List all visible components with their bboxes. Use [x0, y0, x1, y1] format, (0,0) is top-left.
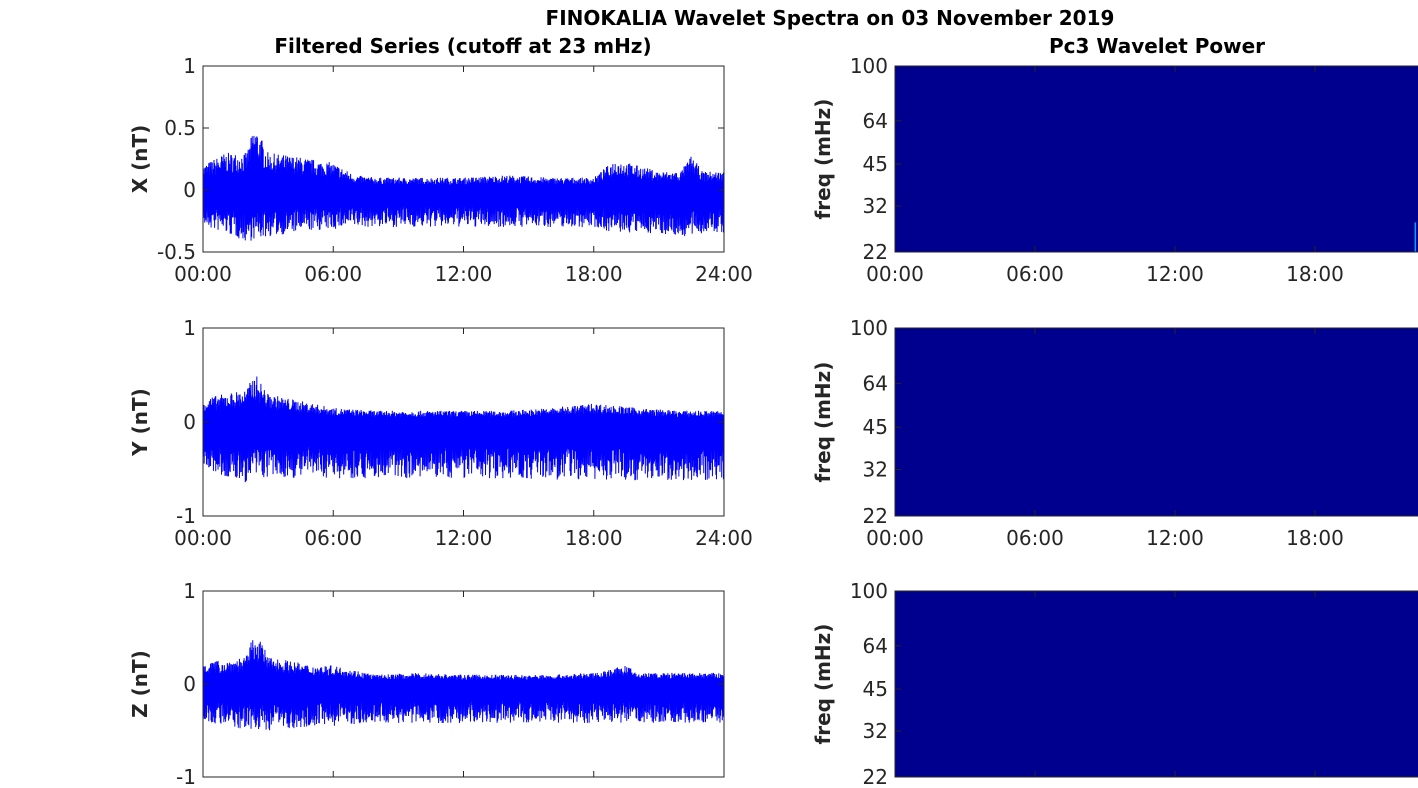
left-column-title: Filtered Series (cutoff at 23 mHz)	[274, 34, 651, 58]
y-tick-label: 45	[863, 415, 888, 439]
y-tick-label: 32	[863, 719, 888, 743]
y-tick-label: 1	[183, 579, 196, 603]
x-tick-label: 24:00	[695, 526, 753, 550]
y-axis-label: X (nT)	[128, 125, 152, 194]
y-tick-label: 22	[863, 504, 888, 528]
panel-1: 00:00 06:00 12:00 18:00 24:00 -0.5 0 0.5 1 X (nT)	[128, 54, 753, 286]
y-axis-label: freq (mHz)	[811, 99, 835, 220]
right-column-title: Pc3 Wavelet Power	[1049, 34, 1265, 58]
y-axis-label: freq (mHz)	[811, 624, 835, 745]
y-tick-label: 64	[863, 109, 888, 133]
x-tick-label: 00:00	[174, 526, 232, 550]
x-tick-label: 06:00	[304, 526, 362, 550]
y-tick-label: 32	[863, 457, 888, 481]
y-tick-label: 0	[183, 410, 196, 434]
y-axis-label: Z (nT)	[128, 650, 152, 718]
panel-2: 00:00 06:00 12:00 18:00 24:00 -1 0 1 Y (nT)	[128, 316, 753, 550]
y-tick-label: 100	[850, 579, 888, 603]
y-axis-label: freq (mHz)	[811, 362, 835, 483]
y-tick-label: -1	[176, 765, 196, 788]
series-line-2	[203, 376, 724, 483]
x-tick-label: 12:00	[435, 262, 493, 286]
x-tick-label: 24:00	[695, 262, 753, 286]
x-tick-label: 12:00	[1146, 526, 1204, 550]
figure-title: FINOKALIA Wavelet Spectra on 03 November…	[546, 6, 1115, 30]
y-tick-label: 0.5	[164, 116, 196, 140]
y-tick-label: 64	[863, 634, 888, 658]
y-tick-label: 1	[183, 316, 196, 340]
y-tick-label: 32	[863, 194, 888, 218]
y-tick-label: 22	[863, 765, 888, 788]
y-tick-label: 64	[863, 371, 888, 395]
x-tick-label: 12:00	[1146, 262, 1204, 286]
wavelet-power-field	[895, 66, 1418, 252]
x-tick-label: 18:00	[1286, 262, 1344, 286]
wavelet-power-field	[895, 591, 1418, 777]
y-tick-label: 0	[183, 672, 196, 696]
x-tick-label: 06:00	[304, 262, 362, 286]
y-tick-label: 0	[183, 178, 196, 202]
y-tick-label: 100	[850, 54, 888, 78]
x-tick-label: 00:00	[866, 526, 924, 550]
x-tick-label: 00:00	[866, 262, 924, 286]
x-tick-label: 00:00	[174, 262, 232, 286]
y-axis-label: Y (nT)	[128, 388, 152, 457]
panels: 00:00 06:00 12:00 18:00 24:00 -0.5 0 0.5 1 X (nT)…	[128, 54, 1418, 788]
series-line-1	[203, 135, 724, 241]
x-tick-label: 18:00	[565, 526, 623, 550]
y-tick-label: -1	[176, 504, 196, 528]
x-tick-label: 18:00	[565, 262, 623, 286]
y-tick-label: 22	[863, 240, 888, 264]
y-tick-label: -0.5	[157, 240, 196, 264]
panel-6: 22 32 45 64 100 freq (mHz)	[811, 579, 1418, 788]
y-tick-label: 45	[863, 677, 888, 701]
x-tick-label: 06:00	[1006, 526, 1064, 550]
x-tick-label: 18:00	[1286, 526, 1344, 550]
y-tick-label: 45	[863, 152, 888, 176]
wavelet-power-field	[895, 328, 1418, 516]
series-line-3	[203, 640, 724, 731]
x-tick-label: 12:00	[435, 526, 493, 550]
x-tick-label: 06:00	[1006, 262, 1064, 286]
y-tick-label: 1	[183, 54, 196, 78]
y-tick-label: 100	[850, 316, 888, 340]
